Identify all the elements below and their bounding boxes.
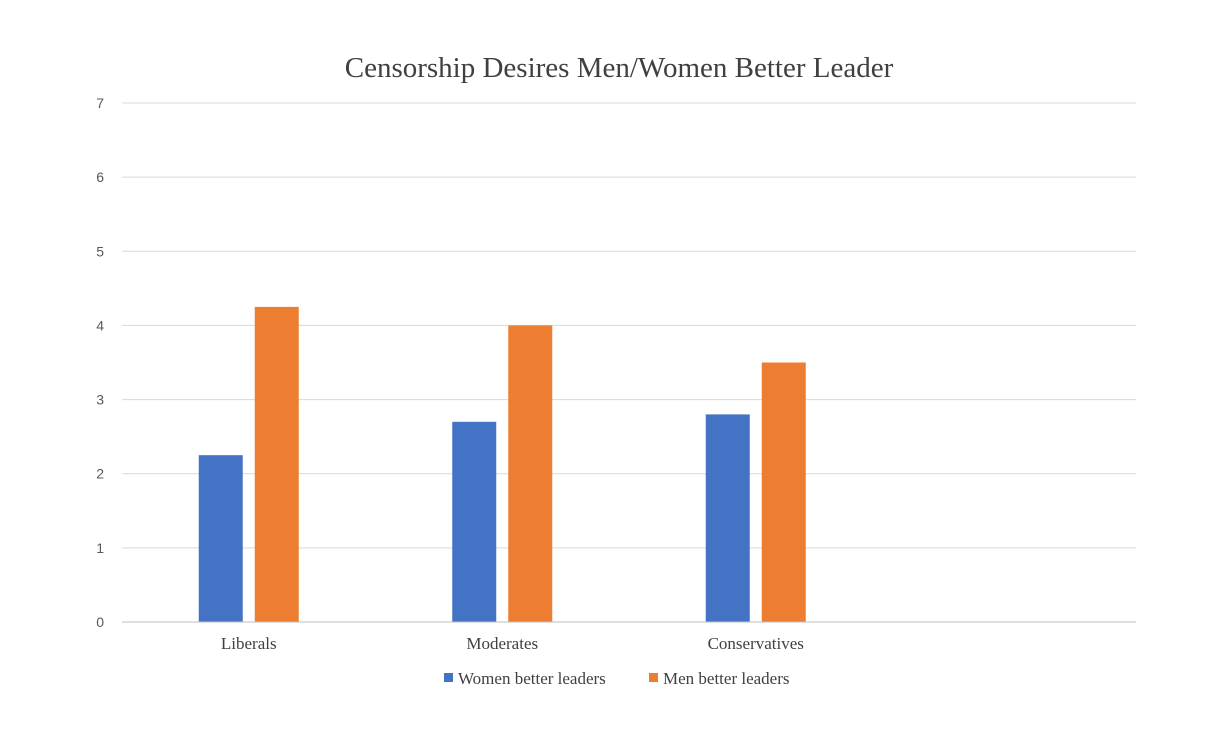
- legend-swatch: [444, 673, 453, 682]
- category-label: Liberals: [221, 634, 277, 653]
- category-labels: Liberals Moderates Conservatives: [221, 634, 804, 653]
- bar: [254, 306, 299, 622]
- legend: Women better leaders Men better leaders: [444, 669, 790, 688]
- bar: [705, 414, 750, 622]
- y-tick-label: 3: [96, 392, 104, 408]
- legend-swatch: [649, 673, 658, 682]
- y-tick-label: 4: [96, 317, 104, 333]
- bar: [198, 455, 243, 622]
- y-axis-tick-labels: 0 1 2 3 4 5 6 7: [96, 95, 104, 630]
- chart-title: Censorship Desires Men/Women Better Lead…: [345, 52, 894, 84]
- bars: [198, 306, 806, 622]
- y-tick-label: 2: [96, 466, 104, 482]
- y-tick-label: 1: [96, 540, 104, 556]
- bar: [452, 421, 497, 622]
- category-label: Moderates: [466, 634, 538, 653]
- category-label: Conservatives: [708, 634, 804, 653]
- legend-label: Men better leaders: [663, 669, 790, 688]
- y-tick-label: 6: [96, 169, 104, 185]
- y-tick-label: 7: [96, 95, 104, 111]
- y-tick-label: 5: [96, 243, 104, 259]
- y-tick-label: 0: [96, 614, 104, 630]
- legend-label: Women better leaders: [458, 669, 606, 688]
- bar: [508, 325, 553, 622]
- bar: [761, 362, 806, 622]
